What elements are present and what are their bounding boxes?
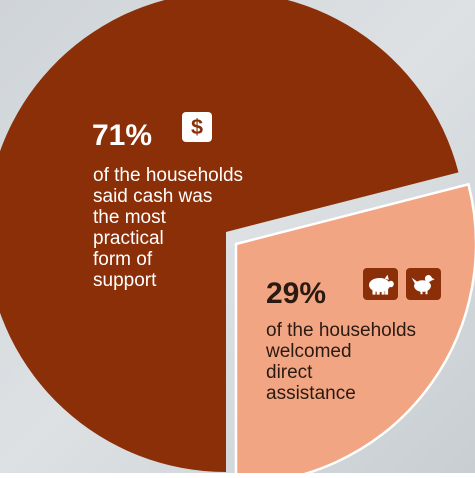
chicken-icon [406,268,441,300]
pig-icon [363,268,398,300]
description-line-cash: of the households [93,165,243,186]
description-line-direct-assistance: direct [266,362,313,383]
description-line-cash: the most [93,207,167,228]
description-line-cash: form of [93,249,153,270]
value-label-direct-assistance: 29% [266,277,326,310]
description-line-cash: support [93,270,157,291]
description-line-cash: said cash was [93,186,212,207]
description-line-direct-assistance: welcomed [265,341,352,362]
dollar-icon: $ [182,112,212,142]
value-label-cash: 71% [92,119,152,152]
description-line-cash: practical [93,228,164,249]
description-line-direct-assistance: assistance [266,383,356,404]
svg-text:$: $ [191,114,203,139]
description-line-direct-assistance: of the households [266,320,416,341]
pie-slice-cash [0,0,459,472]
